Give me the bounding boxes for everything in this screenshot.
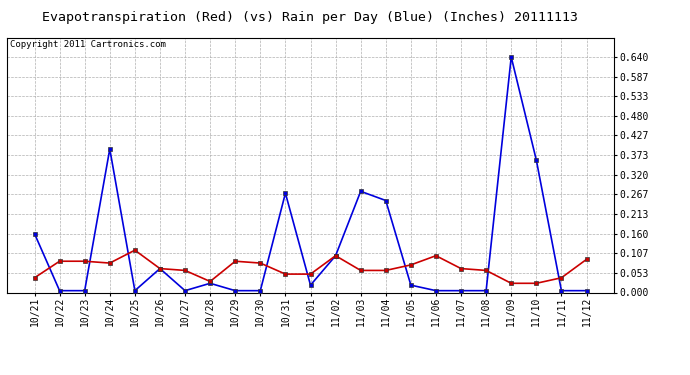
- Text: Evapotranspiration (Red) (vs) Rain per Day (Blue) (Inches) 20111113: Evapotranspiration (Red) (vs) Rain per D…: [43, 11, 578, 24]
- Text: Copyright 2011 Cartronics.com: Copyright 2011 Cartronics.com: [10, 40, 166, 49]
